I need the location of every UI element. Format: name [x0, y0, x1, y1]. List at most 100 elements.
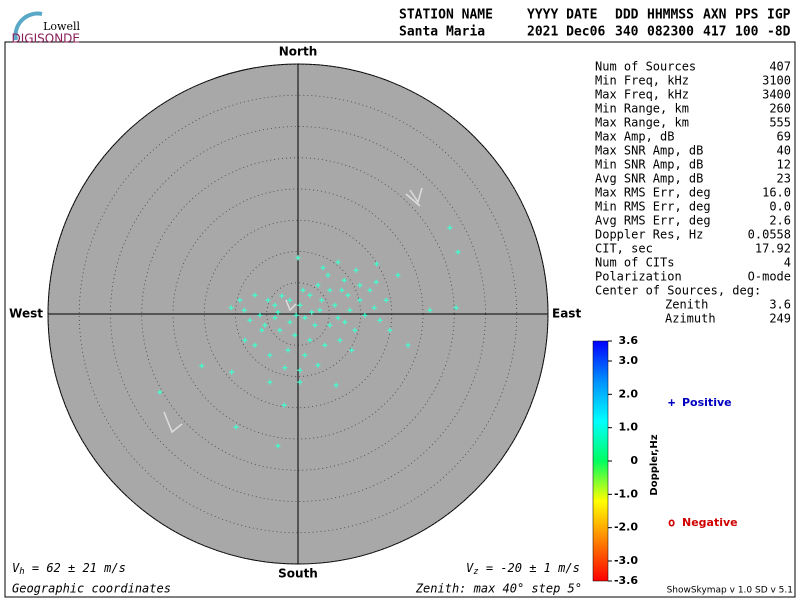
source-point — [302, 315, 308, 321]
source-point — [281, 402, 287, 408]
source-point — [337, 337, 343, 343]
source-point — [371, 305, 377, 311]
colorbar — [592, 340, 609, 582]
legend-symbol: o — [668, 516, 675, 530]
source-point — [247, 317, 253, 323]
vz-sub: z — [473, 567, 478, 577]
header-label: DDD — [615, 8, 639, 23]
source-point — [279, 293, 285, 299]
source-point — [320, 265, 326, 271]
stat-value: 0.0 — [769, 200, 791, 214]
source-point — [300, 287, 306, 293]
header-value: -8D — [767, 25, 791, 40]
source-point — [342, 319, 348, 325]
stat-value: 555 — [769, 116, 791, 130]
source-point — [285, 347, 291, 353]
source-point — [309, 309, 315, 315]
legend-text: Positive — [682, 396, 732, 409]
vh-sub: h — [19, 567, 24, 577]
colorbar-tick-label: 2.0 — [619, 387, 639, 400]
logo-top: Lowell — [43, 20, 80, 33]
colorbar-tick-label: 1.0 — [619, 421, 639, 434]
source-point — [325, 272, 331, 278]
source-point — [362, 312, 368, 318]
legend-symbol: + — [668, 396, 675, 410]
source-point — [272, 302, 278, 308]
stat-value: 260 — [769, 102, 791, 116]
stat-label: Num of CITs — [595, 256, 674, 270]
source-point — [341, 277, 347, 283]
source-point — [347, 307, 353, 313]
stat-label: Min Freq, kHz — [595, 74, 689, 88]
velocity-arrow — [163, 411, 183, 434]
header-value: Santa Maria — [399, 25, 485, 40]
source-point — [228, 305, 234, 311]
header-label: IGP — [767, 8, 791, 23]
coordinates: Geographic coordinates — [12, 582, 171, 596]
source-point — [275, 443, 281, 449]
north-label: North — [279, 45, 317, 59]
stat-label: Avg RMS Err, deg — [595, 214, 711, 228]
stat-label: Max SNR Amp, dB — [595, 144, 703, 158]
header-label: PPS — [735, 8, 759, 23]
colorbar-tick-label: 0 — [630, 454, 638, 467]
source-point — [315, 362, 321, 368]
source-point — [319, 297, 325, 303]
stat-label: Min RMS Err, deg — [595, 200, 711, 214]
stat-value: 3.6 — [769, 298, 791, 312]
stat-value: 3100 — [762, 74, 791, 88]
vz-symbol: V — [466, 561, 474, 575]
source-point — [252, 292, 258, 298]
vz-value: = -20 ± 1 m/s — [479, 561, 580, 575]
stat-value: 17.92 — [755, 242, 791, 256]
stat-value: 407 — [769, 60, 791, 74]
colorbar-tick-label: -1.0 — [614, 487, 638, 500]
source-point — [447, 225, 453, 231]
source-point — [275, 309, 281, 315]
source-point — [267, 352, 273, 358]
header-label: STATION NAME — [399, 8, 493, 23]
stat-label: Center of Sources, deg: — [595, 284, 761, 298]
west-label: West — [9, 307, 43, 321]
source-point — [322, 342, 328, 348]
version: ShowSkymap v 1.0 SD v 5.1 — [667, 586, 793, 596]
vh-symbol: V — [12, 561, 20, 575]
header-value: 340 — [615, 25, 639, 40]
source-point — [377, 317, 383, 323]
source-point — [297, 379, 303, 385]
colorbar-tick-label: 3.0 — [619, 354, 639, 367]
source-point — [315, 282, 321, 288]
source-point — [157, 389, 163, 395]
source-point — [335, 315, 341, 321]
source-point — [333, 382, 339, 388]
colorbar-tick-label: 3.6 — [619, 334, 639, 347]
source-point — [374, 261, 380, 267]
source-point — [287, 319, 293, 325]
colorbar-tick-label: -3.0 — [614, 554, 638, 567]
stat-label: Azimuth — [665, 312, 716, 326]
stat-value: 2.6 — [769, 214, 791, 228]
source-point — [307, 292, 313, 298]
source-point — [242, 337, 248, 343]
source-point — [307, 337, 313, 343]
stat-label: Polarization — [595, 270, 682, 284]
stat-label: Max Range, km — [595, 116, 689, 130]
source-point — [387, 327, 393, 333]
east-label: East — [552, 307, 581, 321]
stat-value: 249 — [769, 312, 791, 326]
source-point — [267, 379, 273, 385]
stat-value: 40 — [777, 144, 791, 158]
source-point — [353, 267, 359, 273]
source-point — [295, 255, 301, 261]
stat-label: Min Range, km — [595, 102, 689, 116]
header-label: AXN — [703, 8, 727, 23]
source-point — [259, 327, 265, 333]
south-label: South — [278, 567, 318, 581]
source-point — [332, 302, 338, 308]
source-point — [453, 305, 459, 311]
source-point — [257, 312, 263, 318]
stat-value: 12 — [777, 158, 791, 172]
source-point — [327, 322, 333, 328]
